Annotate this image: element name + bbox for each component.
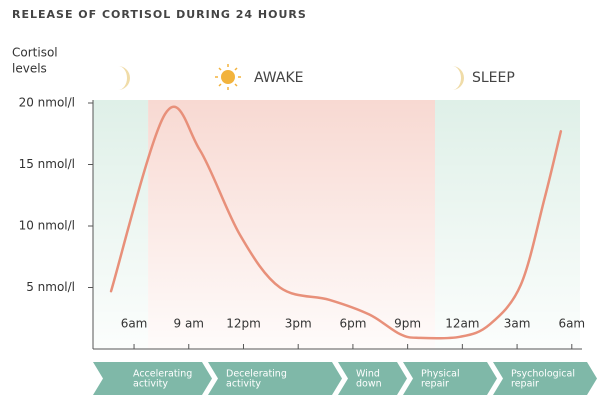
phase-label: Wind [356, 369, 380, 380]
x-tick-label: 3pm [285, 317, 312, 331]
phase-label: Accelerating [133, 369, 192, 380]
y-tick-label: 10 nmol/l [19, 219, 75, 233]
phase-label: Physical [421, 369, 460, 380]
phase-arrow [493, 362, 597, 395]
phase-arrow [338, 362, 407, 395]
y-axis-label: Cortisol [12, 46, 58, 60]
annotation: AWAKE [254, 70, 304, 86]
y-tick-label: 15 nmol/l [19, 157, 75, 171]
y-axis-label: levels [12, 62, 47, 76]
x-tick-label: 3am [504, 317, 531, 331]
x-tick-label: 6am [121, 317, 148, 331]
moon-icon [452, 66, 464, 90]
moon-icon [118, 66, 130, 90]
sun-icon [215, 64, 241, 90]
y-tick-label: 5 nmol/l [26, 280, 75, 294]
x-tick-label: 6am [558, 317, 585, 331]
chart-title: RELEASE OF CORTISOL DURING 24 HOURS [12, 8, 307, 21]
fade [93, 100, 580, 349]
x-tick-label: 9pm [394, 317, 421, 331]
phase-label: activity [226, 379, 261, 390]
x-tick-label: 12pm [226, 317, 261, 331]
x-tick-label: 6pm [339, 317, 366, 331]
x-tick-label: 12am [445, 317, 479, 331]
phase-arrow [208, 362, 342, 395]
annotation: SLEEP [472, 70, 515, 86]
phase-arrow [403, 362, 497, 395]
phase-label: Decelerating [226, 369, 287, 380]
phase-label: repair [421, 379, 449, 390]
y-tick-label: 20 nmol/l [19, 96, 75, 110]
phase-label: Psychological [511, 369, 575, 380]
phase-arrow [93, 362, 212, 395]
phase-label: down [356, 379, 382, 390]
cortisol-line [109, 105, 563, 340]
x-tick-label: 9 am [174, 317, 205, 331]
phase-label: activity [133, 379, 168, 390]
phase-label: repair [511, 379, 539, 390]
